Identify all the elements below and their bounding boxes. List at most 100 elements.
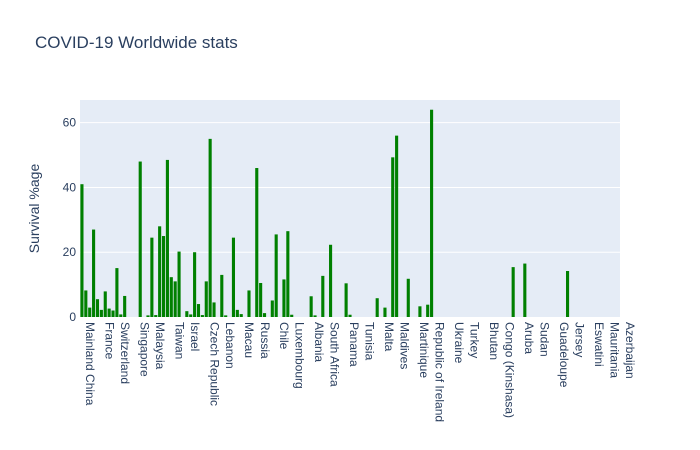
bar-25	[177, 251, 181, 317]
x-tick-label: Taiwan	[172, 322, 186, 359]
bar-50	[274, 234, 278, 317]
bar-28	[189, 314, 193, 317]
y-tick-label: 60	[63, 116, 77, 130]
bar-33	[208, 138, 212, 317]
x-tick-label: Congo (Kinshasa)	[503, 322, 517, 418]
bar-24	[173, 281, 177, 317]
x-tick-label: Mauritania	[607, 322, 621, 378]
bar-114	[523, 263, 527, 317]
bar-90	[430, 109, 434, 317]
x-tick-label: Eswatini	[592, 322, 606, 367]
bar-1	[84, 290, 88, 317]
x-tick-label: South Africa	[328, 322, 342, 387]
x-tick-label: Bhutan	[487, 322, 501, 360]
bar-34	[212, 302, 216, 317]
bar-5	[99, 309, 103, 317]
bar-69	[348, 314, 352, 317]
x-tick-label: Turkey	[468, 322, 482, 358]
bars	[80, 109, 570, 317]
bar-53	[286, 231, 290, 317]
x-axis-ticks: Mainland China France Switzerland Singapore…	[83, 322, 637, 422]
x-tick-label: Guadeloupe	[557, 322, 571, 388]
bar-31	[200, 315, 204, 317]
bar-89	[426, 304, 430, 317]
gridlines	[80, 122, 620, 253]
bar-68	[344, 283, 348, 317]
bar-2	[88, 307, 92, 317]
bar-84	[406, 278, 410, 317]
x-tick-label: Macau	[242, 322, 256, 358]
bar-11	[123, 295, 127, 317]
bar-78	[383, 307, 387, 317]
x-tick-label: Sudan	[537, 322, 551, 357]
bar-29	[193, 252, 197, 317]
x-tick-label: Luxembourg	[293, 322, 307, 389]
bar-45	[255, 168, 259, 317]
x-tick-label: Czech Republic	[207, 322, 221, 406]
x-tick-label: Singapore	[137, 322, 151, 377]
bar-17	[146, 315, 150, 317]
bar-9	[115, 268, 119, 317]
x-tick-label: Malta	[382, 322, 396, 352]
bar-87	[418, 306, 422, 317]
x-tick-label: Azerbaijan	[623, 322, 637, 379]
x-tick-label: Aruba	[522, 322, 536, 354]
bar-20	[158, 226, 162, 317]
bar-49	[270, 300, 274, 317]
bar-36	[220, 274, 224, 317]
bar-30	[196, 304, 201, 317]
y-axis-title: Survival %age	[26, 164, 42, 254]
bar-80	[391, 157, 395, 317]
x-tick-label: Tunisia	[363, 322, 377, 361]
x-tick-label: Chile	[277, 322, 291, 350]
bar-59	[309, 296, 313, 317]
bar-23	[169, 277, 173, 317]
bar-21	[161, 236, 166, 317]
chart-title: COVID-19 Worldwide stats	[35, 33, 238, 52]
x-tick-label: Jersey	[572, 322, 586, 357]
bar-64	[329, 244, 333, 317]
x-tick-label: Russia	[258, 322, 272, 359]
x-tick-label: Israel	[188, 322, 202, 351]
bar-62	[321, 275, 325, 317]
bar-76	[375, 298, 379, 317]
x-tick-label: Lebanon	[223, 322, 237, 369]
bar-41	[239, 314, 243, 317]
x-tick-label: Martinique	[417, 322, 431, 378]
y-tick-label: 40	[63, 180, 77, 194]
bar-18	[150, 237, 154, 317]
x-tick-label: Mainland China	[83, 322, 97, 406]
bar-32	[204, 281, 208, 317]
bar-111	[511, 267, 515, 317]
x-tick-label: Albania	[312, 322, 326, 362]
bar-10	[119, 314, 123, 317]
bar-15	[138, 161, 142, 317]
bar-52	[282, 279, 286, 317]
x-tick-label: Maldives	[398, 322, 412, 369]
bar-39	[231, 237, 236, 317]
bar-37	[224, 315, 228, 317]
x-tick-label: Republic of Ireland	[433, 322, 447, 422]
bar-125	[566, 271, 570, 317]
x-tick-label: France	[102, 322, 116, 360]
x-tick-label: Panama	[347, 322, 361, 367]
bar-54	[290, 314, 294, 317]
bar-7	[107, 308, 111, 317]
bar-47	[262, 313, 267, 317]
bar-81	[395, 135, 399, 317]
bar-22	[165, 159, 169, 317]
bar-3	[92, 229, 96, 317]
x-tick-label: Malaysia	[153, 322, 167, 370]
bar-27	[185, 311, 189, 317]
bar-60	[313, 315, 317, 317]
x-tick-label: Switzerland	[118, 322, 132, 384]
y-tick-label: 20	[63, 245, 77, 259]
bar-40	[235, 309, 239, 317]
bar-6	[103, 291, 107, 317]
bar-46	[259, 282, 263, 317]
bar-8	[111, 310, 115, 317]
y-tick-label: 0	[69, 310, 76, 324]
bar-0	[80, 184, 84, 317]
